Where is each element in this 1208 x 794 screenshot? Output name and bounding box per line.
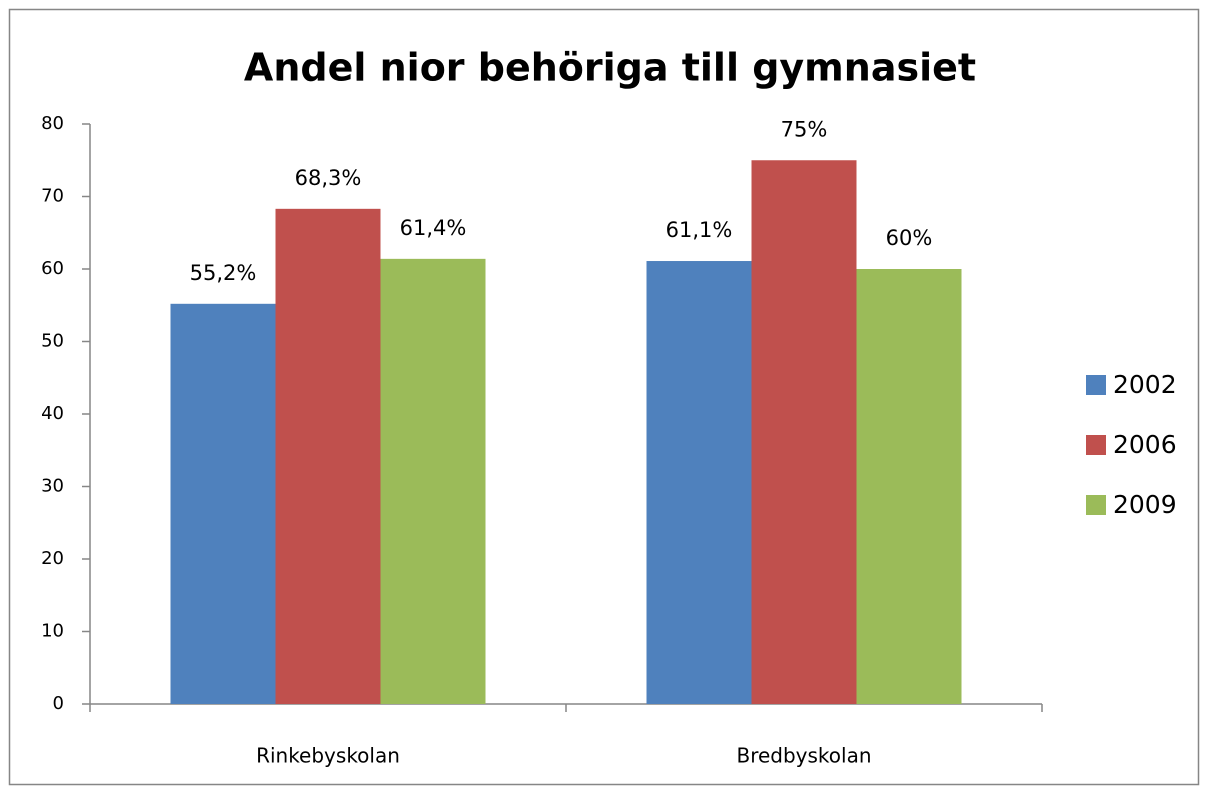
bar: [275, 208, 381, 704]
legend-label: 2002: [1113, 370, 1177, 399]
y-tick-label: 70: [41, 186, 64, 207]
y-tick-label: 30: [41, 476, 64, 497]
legend-label: 2009: [1113, 490, 1177, 519]
data-label: 75%: [781, 117, 828, 141]
data-label: 61,1%: [666, 218, 733, 242]
y-tick-label: 10: [41, 621, 64, 642]
y-tick-label: 40: [41, 403, 64, 424]
legend-swatch: [1086, 495, 1106, 515]
x-tick-label: Rinkebyskolan: [256, 744, 400, 768]
legend-swatch: [1086, 375, 1106, 395]
data-label: 61,4%: [400, 216, 467, 240]
data-label: 60%: [886, 226, 933, 250]
y-tick-label: 0: [53, 693, 64, 714]
chart-title: Andel nior behöriga till gymnasiet: [244, 46, 976, 90]
x-tick-label: Bredbyskolan: [736, 744, 871, 768]
bar: [646, 261, 752, 704]
y-tick-label: 80: [41, 113, 64, 134]
bar: [170, 303, 276, 704]
legend-swatch: [1086, 435, 1106, 455]
y-tick-label: 50: [41, 331, 64, 352]
bar: [856, 269, 962, 704]
bar: [380, 258, 486, 704]
y-tick-label: 60: [41, 258, 64, 279]
legend-label: 2006: [1113, 430, 1177, 459]
data-label: 55,2%: [190, 261, 257, 285]
data-label: 68,3%: [295, 166, 362, 190]
bar: [751, 160, 857, 704]
y-tick-label: 20: [41, 548, 64, 569]
